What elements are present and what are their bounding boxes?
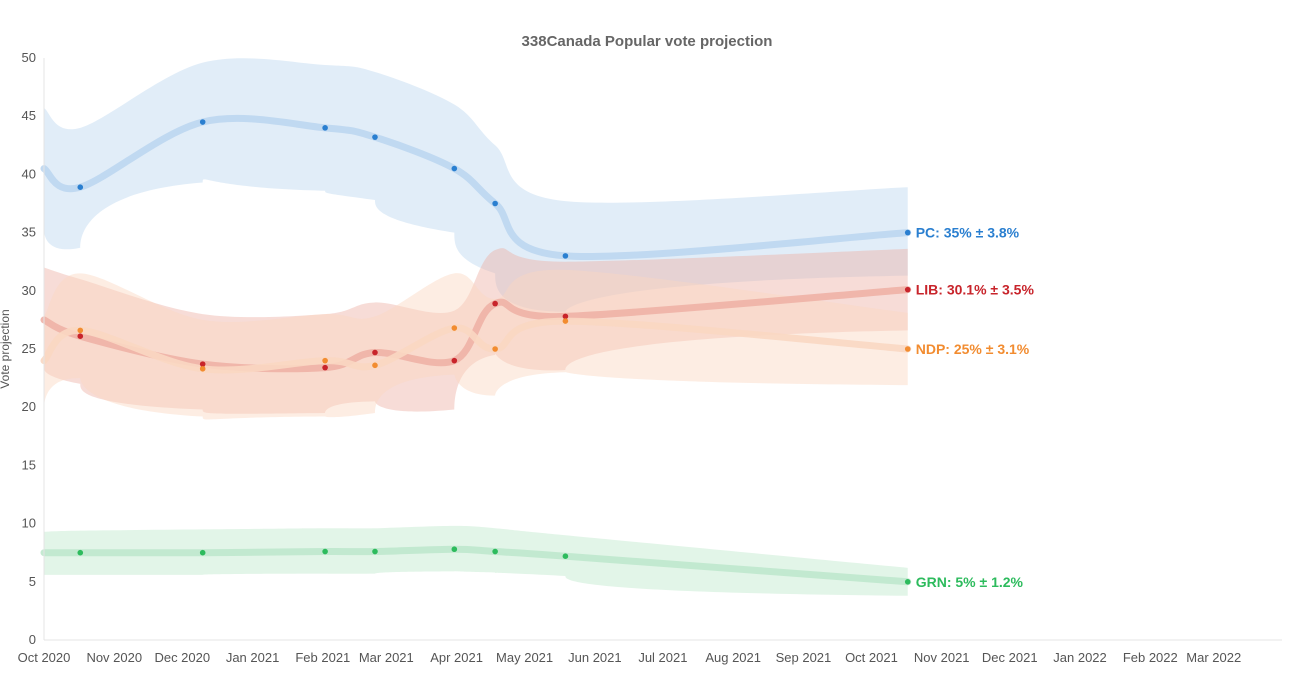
band-grn bbox=[44, 525, 908, 596]
end-label-ndp: NDP: 25% ± 3.1% bbox=[916, 341, 1030, 357]
x-tick-label: Oct 2020 bbox=[18, 650, 71, 665]
point-lib bbox=[322, 364, 328, 371]
point-lib bbox=[199, 361, 206, 367]
x-tick-label: Jun 2021 bbox=[568, 650, 622, 665]
point-grn bbox=[451, 546, 458, 553]
point-pc bbox=[199, 119, 206, 125]
point-pc bbox=[372, 134, 378, 140]
point-lib bbox=[77, 333, 84, 339]
point-pc bbox=[322, 125, 328, 131]
x-tick-label: Dec 2021 bbox=[982, 650, 1038, 665]
x-tick-label: Apr 2021 bbox=[430, 650, 483, 665]
x-tick-label: Feb 2022 bbox=[1123, 650, 1178, 665]
point-ndp bbox=[372, 362, 378, 369]
point-grn bbox=[492, 548, 498, 555]
y-tick-label: 30 bbox=[22, 283, 36, 298]
point-lib bbox=[451, 357, 458, 364]
axes: 0 5 10 15 20 25 30 35 40 45 50 Oct 2020 Nov 2020 Dec … bbox=[18, 50, 1282, 665]
point-lib bbox=[562, 313, 569, 320]
point-grn bbox=[562, 553, 569, 559]
y-tick-label: 15 bbox=[22, 457, 36, 472]
x-tick-label: Nov 2021 bbox=[914, 650, 970, 665]
point-pc bbox=[77, 184, 84, 191]
end-label-grn: GRN: 5% ± 1.2% bbox=[916, 574, 1024, 590]
point-ndp bbox=[199, 365, 206, 372]
x-tick-label: Nov 2020 bbox=[86, 650, 142, 665]
y-tick-label: 40 bbox=[22, 166, 36, 181]
point-ndp bbox=[562, 318, 569, 324]
x-tick-label: Dec 2020 bbox=[154, 650, 210, 665]
x-tick-label: Jan 2022 bbox=[1053, 650, 1107, 665]
x-tick-label: Feb 2021 bbox=[295, 650, 350, 665]
x-tick-label: Mar 2022 bbox=[1186, 650, 1241, 665]
point-lib bbox=[492, 300, 498, 307]
point-lib bbox=[372, 349, 378, 356]
point-grn bbox=[77, 549, 84, 556]
end-labels: PC: 35% ± 3.8% LIB: 30.1% ± 3.5% NDP: 25% … bbox=[916, 225, 1035, 590]
point-ndp bbox=[492, 346, 498, 352]
x-tick-label: May 2021 bbox=[496, 650, 553, 665]
y-axis-label: Vote projection bbox=[0, 309, 12, 388]
y-tick-label: 45 bbox=[22, 108, 36, 123]
x-tick-label: Aug 2021 bbox=[705, 650, 761, 665]
y-tick-label: 20 bbox=[22, 399, 36, 414]
point-ndp bbox=[451, 325, 458, 331]
point-grn bbox=[904, 579, 911, 585]
point-pc bbox=[562, 253, 569, 259]
chart-title: 338Canada Popular vote projection bbox=[522, 33, 773, 50]
x-tick-label: Jan 2021 bbox=[226, 650, 280, 665]
line-ndp bbox=[40, 317, 912, 374]
line-grn bbox=[40, 545, 912, 586]
point-ndp bbox=[322, 357, 328, 364]
y-tick-label: 50 bbox=[22, 50, 36, 65]
y-tick-label: 5 bbox=[29, 574, 36, 589]
x-tick-label: Mar 2021 bbox=[359, 650, 414, 665]
point-grn bbox=[372, 548, 378, 555]
end-label-pc: PC: 35% ± 3.8% bbox=[916, 225, 1020, 241]
point-pc bbox=[492, 200, 498, 207]
series-lines bbox=[40, 114, 912, 586]
point-ndp bbox=[77, 327, 84, 334]
point-grn bbox=[199, 549, 206, 556]
y-tick-label: 25 bbox=[22, 341, 36, 356]
point-grn bbox=[322, 548, 328, 555]
x-tick-label: Oct 2021 bbox=[845, 650, 898, 665]
point-pc bbox=[904, 229, 911, 236]
x-tick-label: Jul 2021 bbox=[638, 650, 687, 665]
end-label-lib: LIB: 30.1% ± 3.5% bbox=[916, 282, 1035, 298]
y-tick-label: 35 bbox=[22, 225, 36, 240]
line-pc bbox=[40, 114, 912, 261]
point-ndp bbox=[904, 346, 911, 352]
y-tick-label: 0 bbox=[29, 632, 36, 647]
point-lib bbox=[904, 286, 911, 293]
data-points bbox=[77, 119, 911, 585]
x-tick-label: Sep 2021 bbox=[776, 650, 832, 665]
point-pc bbox=[451, 165, 458, 172]
y-tick-label: 10 bbox=[22, 516, 36, 531]
